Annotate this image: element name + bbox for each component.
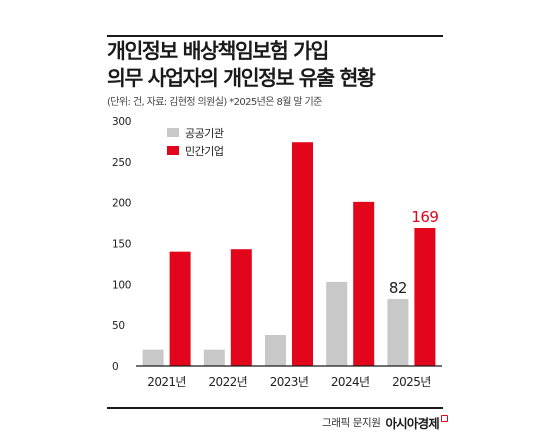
bottom-rule: [107, 407, 443, 409]
chart-subtitle: (단위: 건, 자료: 김현정 의원실) *2025년은 8월 말 기준: [107, 97, 322, 108]
y-tick-label: 0: [112, 361, 118, 373]
chart-title: 개인정보 배상책임보험 가입 의무 사업자의 개인정보 유출 현황: [107, 38, 447, 92]
bar-public: [203, 349, 225, 366]
brand-mark-icon: [441, 415, 448, 422]
bar-private: [414, 227, 436, 366]
x-tick-label: 2025년: [392, 375, 431, 389]
legend-label: 공공기관: [185, 127, 224, 140]
x-tick-label: 2023년: [270, 375, 309, 389]
title-line-2: 의무 사업자의 개인정보 유출 현황: [107, 66, 376, 90]
y-tick-label: 200: [112, 198, 131, 210]
y-tick-label: 100: [112, 279, 131, 291]
bar-private: [230, 249, 252, 366]
y-tick-label: 50: [112, 320, 125, 332]
legend-swatch: [167, 128, 179, 137]
bar-public: [265, 334, 286, 366]
data-label: 169: [411, 208, 438, 226]
bar-private: [353, 201, 375, 366]
title-line-1: 개인정보 배상책임보험 가입: [107, 39, 329, 63]
bar-private: [292, 142, 313, 366]
credit: 그래픽 문지원 아시아경제: [322, 413, 448, 432]
bar-public: [326, 281, 348, 366]
data-label: 82: [389, 279, 407, 297]
top-rule: [107, 35, 443, 37]
y-tick-label: 300: [112, 116, 131, 128]
x-tick-label: 2024년: [331, 375, 370, 389]
bar-public: [387, 299, 409, 366]
y-tick-label: 250: [112, 157, 131, 169]
credit-text: 그래픽 문지원: [321, 417, 381, 429]
legend-label: 민간기업: [185, 145, 223, 158]
legend-swatch: [167, 146, 179, 155]
y-tick-label: 150: [112, 239, 131, 251]
bar-public: [142, 349, 164, 366]
brand-logo: 아시아경제: [385, 416, 439, 431]
x-tick-label: 2021년: [147, 375, 186, 389]
x-tick-label: 2022년: [209, 375, 248, 389]
bar-private: [169, 251, 191, 366]
